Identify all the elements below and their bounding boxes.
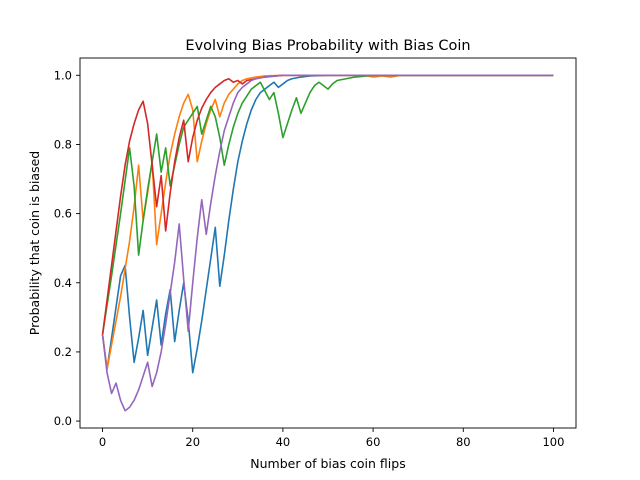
y-tick-label: 0.6 — [54, 207, 72, 221]
x-tick-label: 100 — [542, 435, 564, 449]
chart-title: Evolving Bias Probability with Bias Coin — [185, 38, 470, 54]
x-tick-label: 60 — [366, 435, 381, 449]
series-line-3 — [101, 74, 554, 335]
y-tick-label: 0.4 — [54, 276, 72, 290]
y-tick-label: 0.0 — [54, 414, 72, 428]
x-tick-label: 40 — [276, 435, 291, 449]
y-axis-ticks: 0.0 0.2 0.4 0.6 0.8 1.0 — [54, 68, 80, 428]
axes-frame — [79, 57, 577, 429]
plot-lines — [101, 74, 554, 412]
series-line-5 — [101, 74, 554, 412]
x-tick-label: 20 — [185, 435, 200, 449]
y-tick-label: 0.2 — [54, 345, 72, 359]
y-tick-label: 0.8 — [54, 137, 72, 151]
x-axis-ticks: 0 20 40 60 80 100 — [99, 428, 564, 449]
x-tick-label: 80 — [456, 435, 471, 449]
x-tick-label: 0 — [99, 435, 106, 449]
series-line-4 — [101, 74, 554, 335]
x-axis-label: Number of bias coin flips — [250, 456, 405, 471]
series-line-2 — [101, 74, 554, 371]
series-line-1 — [101, 74, 554, 374]
y-axis-label: Probability that coin is biased — [27, 151, 42, 335]
y-tick-label: 1.0 — [54, 68, 72, 82]
